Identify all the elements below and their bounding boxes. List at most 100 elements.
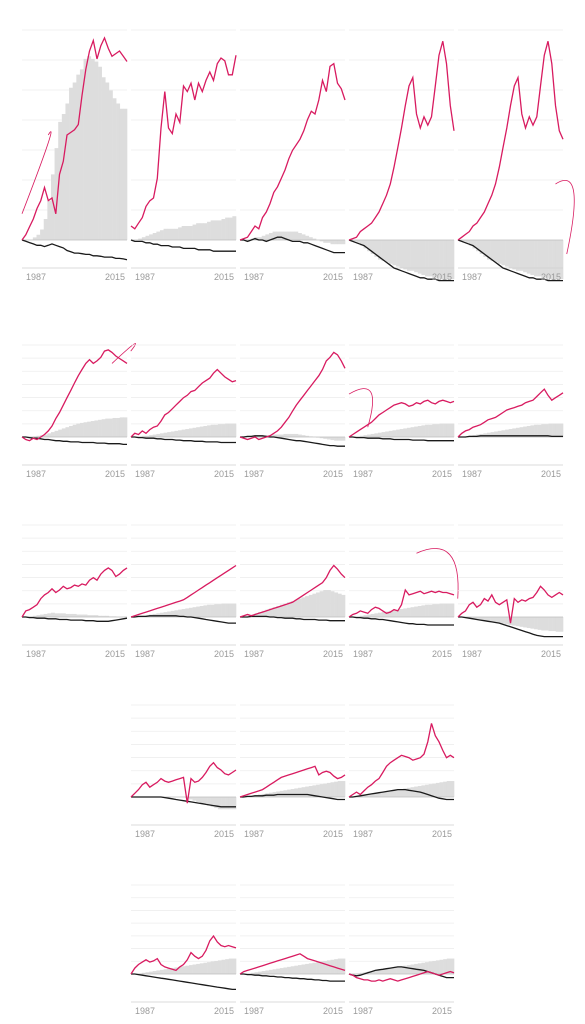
black-series-line xyxy=(349,788,454,801)
bar xyxy=(396,240,400,267)
bar xyxy=(261,971,266,974)
bar xyxy=(192,797,197,801)
bar xyxy=(167,228,172,240)
x-tick-end: 2015 xyxy=(105,469,125,479)
bar xyxy=(36,435,41,437)
bar xyxy=(65,613,70,617)
pink-series-line xyxy=(130,761,237,804)
bar xyxy=(265,609,270,617)
bar xyxy=(367,434,372,437)
bar xyxy=(508,429,513,437)
bar xyxy=(352,240,357,242)
bar xyxy=(486,240,491,260)
bar xyxy=(428,240,433,277)
bar xyxy=(301,787,306,797)
bar xyxy=(421,962,426,974)
black-series-line xyxy=(130,239,236,252)
bar xyxy=(272,607,277,617)
bar xyxy=(170,228,175,240)
bar xyxy=(58,429,63,437)
bar xyxy=(446,603,451,617)
bar xyxy=(515,617,520,627)
bar xyxy=(83,58,88,240)
bar xyxy=(98,419,102,437)
bar xyxy=(330,782,335,797)
bar xyxy=(446,958,451,974)
bar xyxy=(210,424,215,437)
bar xyxy=(210,961,215,974)
bar xyxy=(265,970,270,974)
bar xyxy=(181,226,186,240)
x-tick-start: 1987 xyxy=(244,1006,264,1016)
bar xyxy=(334,959,339,974)
bar xyxy=(217,424,222,437)
bar xyxy=(523,240,528,273)
bar xyxy=(319,437,324,439)
black-series-line xyxy=(240,973,345,982)
pink-series-line xyxy=(21,36,128,241)
bar xyxy=(283,790,288,797)
bar xyxy=(90,615,95,617)
bar xyxy=(552,240,557,280)
bar xyxy=(515,240,520,271)
x-tick-end: 2015 xyxy=(432,829,452,839)
bar xyxy=(425,424,429,437)
bar xyxy=(505,240,509,267)
bar xyxy=(119,108,124,240)
x-tick-start: 1987 xyxy=(462,469,482,479)
bar xyxy=(370,240,375,254)
bar xyxy=(98,615,102,617)
bar xyxy=(530,425,535,437)
bar xyxy=(145,435,150,437)
bar xyxy=(149,234,154,240)
bar xyxy=(301,964,306,974)
bar xyxy=(290,231,295,240)
bar xyxy=(123,417,128,437)
bar xyxy=(228,958,233,974)
bar xyxy=(32,237,37,240)
bar xyxy=(385,791,390,797)
bar xyxy=(36,234,41,240)
pink-series-line xyxy=(130,564,237,618)
bar xyxy=(228,797,233,810)
bar xyxy=(305,963,310,974)
bar xyxy=(363,615,368,617)
bar xyxy=(108,418,113,437)
bar xyxy=(334,240,339,245)
bar xyxy=(203,605,208,617)
black-series-line xyxy=(458,616,563,638)
pink-series-line xyxy=(457,388,564,438)
bar xyxy=(305,596,310,617)
bar xyxy=(283,603,288,617)
bar xyxy=(112,417,117,437)
bar xyxy=(181,429,186,437)
bar xyxy=(305,235,310,240)
bar xyxy=(446,240,451,280)
bar xyxy=(377,792,382,797)
bar xyxy=(512,240,517,270)
bar xyxy=(287,966,291,974)
x-tick-start: 1987 xyxy=(135,469,155,479)
x-tick-start: 1987 xyxy=(353,469,373,479)
pink-series-line xyxy=(130,934,237,975)
bar xyxy=(276,968,281,974)
bar xyxy=(435,240,440,278)
bar xyxy=(232,797,237,810)
bar xyxy=(138,238,143,240)
bar xyxy=(47,613,52,617)
bar xyxy=(377,969,382,974)
bar xyxy=(421,605,426,617)
bar xyxy=(185,797,190,799)
bar xyxy=(90,421,95,437)
bar xyxy=(297,598,302,617)
